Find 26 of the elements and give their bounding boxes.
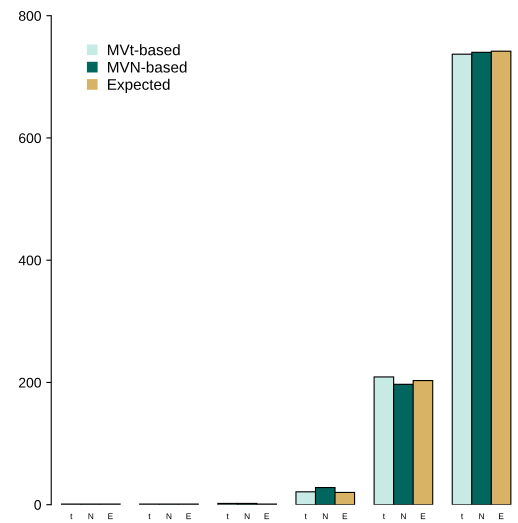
x-tick-label: N [166, 513, 172, 520]
x-tick-label: E [186, 513, 191, 520]
y-tick-label: 600 [19, 133, 41, 144]
x-tick-label: t [382, 514, 385, 520]
x-tick-label: t [148, 514, 151, 520]
x-tick-label: t [460, 514, 464, 520]
x-tick-label: N [322, 513, 328, 520]
x-tick-label: E [108, 513, 113, 520]
y-tick-label: 800 [18, 11, 41, 21]
x-tick-label: E [420, 513, 426, 520]
x-tick-label: N [401, 513, 406, 520]
x-tick-label: N [479, 513, 484, 520]
x-tick-label: N [88, 513, 94, 520]
legend-label: MVN-based [108, 61, 186, 73]
x-tick-label: E [264, 513, 270, 520]
x-tick-label: t [226, 514, 229, 520]
x-tick-label: t [70, 514, 72, 520]
legend-label: MVt-based [108, 44, 180, 56]
x-tick-label: N [244, 513, 250, 520]
x-tick-label: E [499, 513, 504, 520]
y-tick-label: 400 [18, 256, 41, 266]
x-tick-label: E [342, 513, 348, 520]
y-tick-label: 200 [19, 378, 41, 388]
legend-label: Expected [108, 78, 170, 93]
y-tick-label: 0 [34, 500, 41, 510]
x-tick-label: t [304, 514, 307, 520]
